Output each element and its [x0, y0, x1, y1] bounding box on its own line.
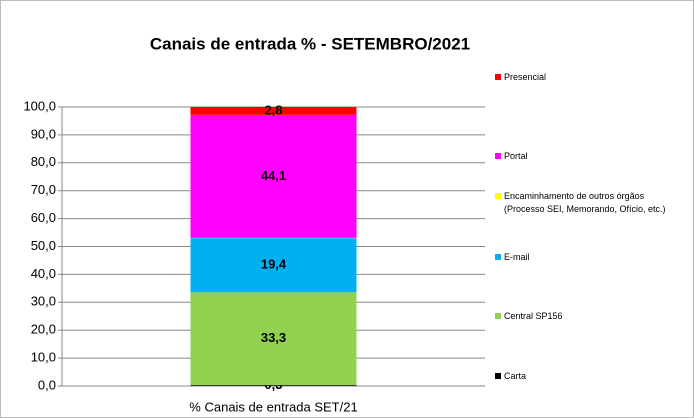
y-tick-label: 0,0	[38, 377, 56, 392]
legend-swatch	[495, 193, 501, 199]
y-tick-label: 60,0	[31, 210, 56, 225]
legend-label: E-mail	[504, 252, 530, 262]
bar-segment	[190, 385, 357, 386]
legend-swatch	[495, 74, 501, 80]
y-tick-label: 40,0	[31, 266, 56, 281]
y-tick-label: 70,0	[31, 182, 56, 197]
legend-item: Portal	[495, 150, 685, 163]
data-label: 19,4	[261, 257, 287, 272]
data-label: 2,8	[264, 102, 282, 117]
y-tick-label: 100,0	[23, 98, 56, 113]
legend-item: Encaminhamento de outros órgãos (Process…	[495, 190, 685, 216]
legend-label: Portal	[504, 151, 528, 161]
y-tick-label: 50,0	[31, 238, 56, 253]
bar-segment	[190, 292, 357, 386]
legend-label: Central SP156	[504, 311, 563, 321]
legend-item: Presencial	[495, 71, 685, 84]
legend-label: Encaminhamento de outros órgãos (Process…	[504, 191, 666, 214]
y-tick-label: 20,0	[31, 322, 56, 337]
legend-item: E-mail	[495, 251, 685, 264]
x-tick-label: % Canais de entrada SET/21	[189, 399, 357, 414]
y-tick-label: 90,0	[31, 126, 56, 141]
legend-item: Carta	[495, 370, 685, 383]
legend-swatch	[495, 313, 501, 319]
legend-label: Presencial	[504, 72, 547, 82]
bar-segment	[190, 238, 357, 293]
chart-title: Canais de entrada % - SETEMBRO/2021	[150, 34, 470, 53]
data-label: 44,1	[261, 168, 286, 183]
legend-swatch	[495, 373, 501, 379]
legend-swatch	[495, 153, 501, 159]
legend-label: Carta	[504, 371, 527, 381]
y-tick-label: 10,0	[31, 350, 56, 365]
legend-item: Central SP156	[495, 310, 685, 323]
bar-segment	[190, 107, 357, 115]
legend-swatch	[495, 254, 501, 260]
y-tick-label: 80,0	[31, 154, 56, 169]
data-label: 33,3	[261, 330, 286, 345]
y-tick-label: 30,0	[31, 294, 56, 309]
bar-segment	[190, 114, 357, 238]
